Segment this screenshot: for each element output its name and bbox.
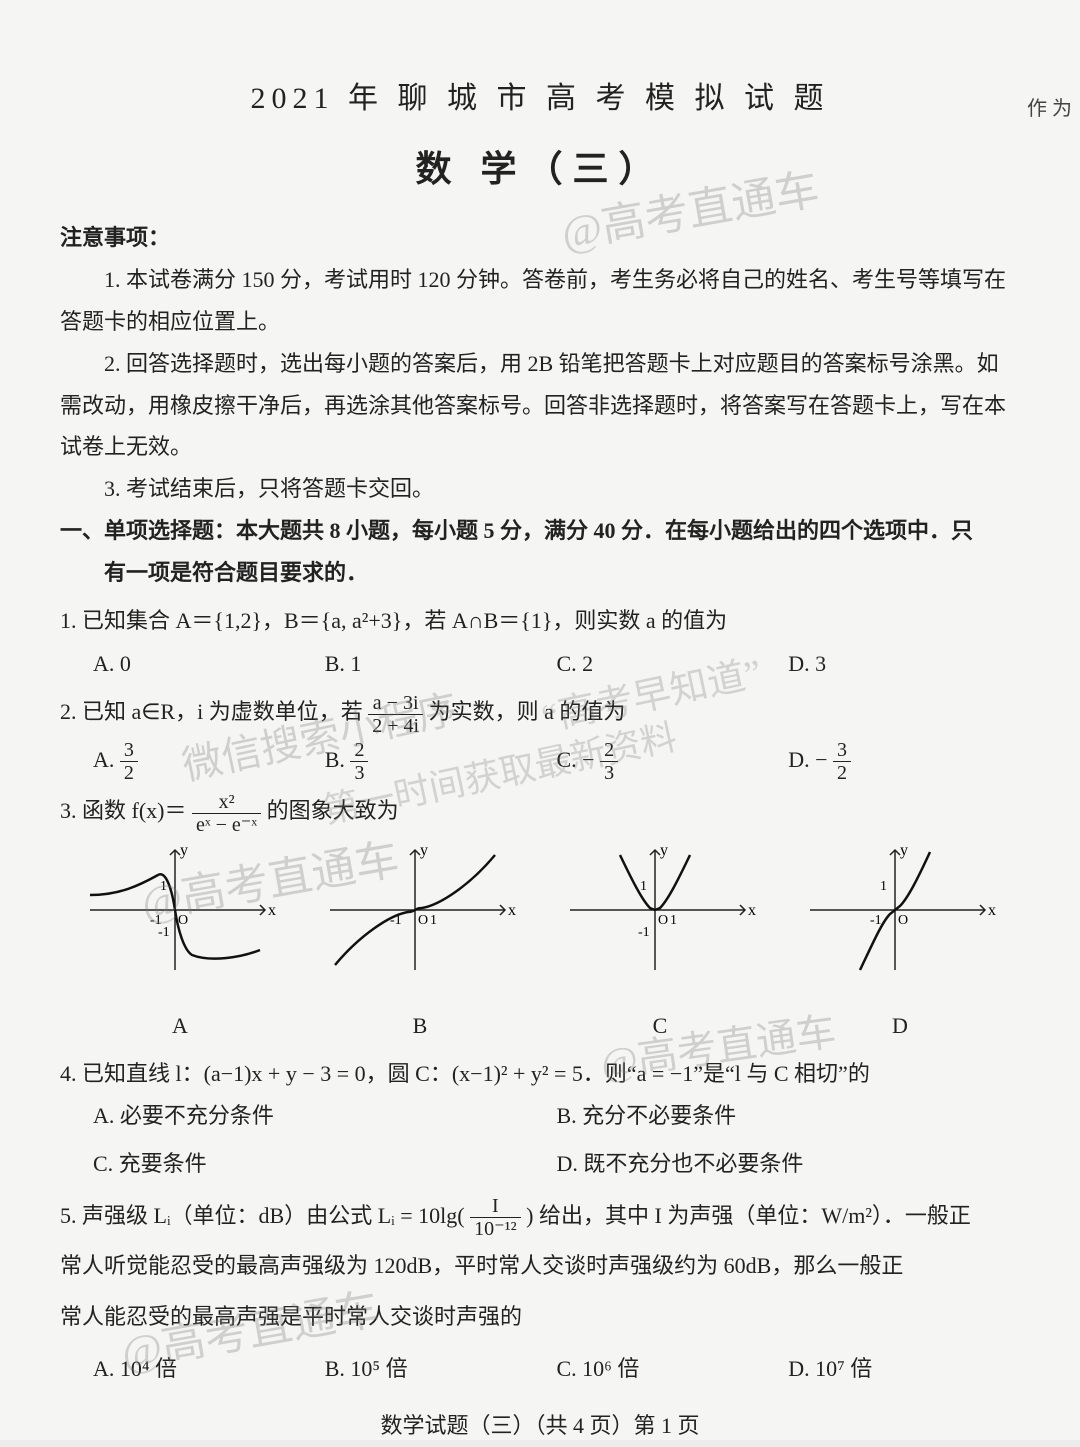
q3-graphs-row: x y O -1 1 -1 A x y O bbox=[60, 840, 1020, 1048]
q5-option-d: D. 10⁷ 倍 bbox=[788, 1344, 1020, 1395]
q2-stem-pre: 2. 已知 a∈R，i 为虚数单位，若 bbox=[60, 699, 363, 724]
exam-title-line1: 2021 年 聊 城 市 高 考 模 拟 试 题 bbox=[60, 70, 1020, 127]
q4-option-a: A. 必要不充分条件 bbox=[93, 1095, 557, 1137]
q5-stem-line1: 5. 声强级 Lᵢ（单位：dB）由公式 Lᵢ = 10lg( I 10⁻¹² )… bbox=[60, 1191, 1020, 1242]
q5-stem-b: ) 给出，其中 I 为声强（单位：W/m²）．一般正 bbox=[526, 1203, 971, 1228]
q1-option-c: C. 2 bbox=[557, 643, 789, 685]
fraction: a − 3i 2 + 4i bbox=[368, 692, 423, 737]
question-2: 2. 已知 a∈R，i 为虚数单位，若 a − 3i 2 + 4i 为实数，则 … bbox=[60, 691, 1020, 784]
q1-option-a: A. 0 bbox=[93, 643, 325, 685]
frac-num: a − 3i bbox=[368, 692, 423, 715]
opt-prefix: A. bbox=[93, 747, 120, 772]
q2-option-c: C. − 23 bbox=[557, 739, 789, 784]
frac-den: 3 bbox=[350, 762, 368, 784]
question-4: 4. 已知直线 l：(a−1)x + y − 3 = 0，圆 C：(x−1)² … bbox=[60, 1053, 1020, 1184]
frac-den: 2 bbox=[833, 762, 851, 784]
graph-label: D bbox=[800, 1005, 1000, 1047]
svg-text:1: 1 bbox=[640, 879, 647, 894]
graph-svg: x y O -1 1 bbox=[320, 840, 520, 990]
q5-option-b: B. 10⁵ 倍 bbox=[325, 1344, 557, 1395]
q4-stem: 4. 已知直线 l：(a−1)x + y − 3 = 0，圆 C：(x−1)² … bbox=[60, 1053, 1020, 1095]
q3-graph-b: x y O -1 1 B bbox=[320, 840, 520, 1048]
svg-text:O: O bbox=[898, 913, 908, 928]
opt-prefix: B. bbox=[325, 747, 351, 772]
frac-num: 2 bbox=[600, 739, 618, 762]
frac-num: I bbox=[470, 1195, 521, 1218]
q1-option-b: B. 1 bbox=[325, 643, 557, 685]
svg-text:y: y bbox=[420, 842, 428, 859]
question-3: 3. 函数 f(x)＝ x² eˣ − e⁻ˣ 的图象大致为 x y O -1 … bbox=[60, 790, 1020, 1047]
q3-graph-d: x y O -1 1 D bbox=[800, 840, 1000, 1048]
q5-stem-a: 5. 声强级 Lᵢ（单位：dB）由公式 Lᵢ = 10lg( bbox=[60, 1203, 465, 1228]
section-heading: 有一项是符合题目要求的． bbox=[60, 552, 1020, 594]
page-footer: 数学试题（三）（共 4 页）第 1 页 bbox=[60, 1405, 1020, 1447]
svg-text:O: O bbox=[178, 913, 188, 928]
opt-prefix: D. − bbox=[788, 747, 833, 772]
q5-option-a: A. 10⁴ 倍 bbox=[93, 1344, 325, 1395]
svg-text:x: x bbox=[508, 902, 516, 919]
q5-option-c: C. 10⁶ 倍 bbox=[557, 1344, 789, 1395]
q4-option-d: D. 既不充分也不必要条件 bbox=[557, 1143, 1021, 1185]
svg-text:y: y bbox=[180, 842, 188, 859]
fraction: I 10⁻¹² bbox=[470, 1195, 521, 1240]
notice-item: 1. 本试卷满分 150 分，考试用时 120 分钟。答卷前，考生务必将自己的姓… bbox=[60, 259, 1020, 343]
q1-stem: 1. 已知集合 A＝{1,2}，B＝{a, a²+3}，若 A∩B＝{1}，则实… bbox=[60, 600, 1020, 642]
svg-text:1: 1 bbox=[430, 913, 437, 928]
q4-option-c: C. 充要条件 bbox=[93, 1143, 557, 1185]
fraction: x² eˣ − e⁻ˣ bbox=[192, 791, 261, 836]
q3-stem: 3. 函数 f(x)＝ x² eˣ − e⁻ˣ 的图象大致为 bbox=[60, 790, 1020, 835]
q3-graph-a: x y O -1 1 -1 A bbox=[80, 840, 280, 1048]
q1-option-d: D. 3 bbox=[788, 643, 1020, 685]
graph-label: C bbox=[560, 1005, 760, 1047]
svg-text:O: O bbox=[418, 913, 428, 928]
graph-label: B bbox=[320, 1005, 520, 1047]
graph-label: A bbox=[80, 1005, 280, 1047]
svg-text:x: x bbox=[988, 902, 996, 919]
q5-stem-line3: 常人能忍受的最高声强是平时常人交谈时声强的 bbox=[60, 1292, 1020, 1343]
q3-stem-post: 的图象大致为 bbox=[267, 798, 399, 823]
notice-item: 2. 回答选择题时，选出每小题的答案后，用 2B 铅笔把答题卡上对应题目的答案标… bbox=[60, 343, 1020, 468]
svg-text:-1: -1 bbox=[158, 925, 170, 940]
exam-title-line2: 数 学（三） bbox=[60, 135, 1020, 203]
frac-den: 3 bbox=[600, 762, 618, 784]
frac-num: 3 bbox=[120, 739, 138, 762]
svg-text:-1: -1 bbox=[870, 913, 882, 928]
notice-item: 3. 考试结束后，只将答题卡交回。 bbox=[60, 468, 1020, 510]
opt-prefix: C. − bbox=[557, 747, 601, 772]
frac-num: x² bbox=[192, 791, 261, 814]
svg-text:-1: -1 bbox=[638, 925, 650, 940]
q3-graph-c: x y O 1 1 -1 C bbox=[560, 840, 760, 1048]
q2-stem: 2. 已知 a∈R，i 为虚数单位，若 a − 3i 2 + 4i 为实数，则 … bbox=[60, 691, 1020, 736]
q4-option-b: B. 充分不必要条件 bbox=[557, 1095, 1021, 1137]
question-1: 1. 已知集合 A＝{1,2}，B＝{a, a²+3}，若 A∩B＝{1}，则实… bbox=[60, 600, 1020, 686]
svg-text:O: O bbox=[658, 913, 668, 928]
q5-stem-line2: 常人听觉能忍受的最高声强级为 120dB，平时常人交谈时声强级约为 60dB，那… bbox=[60, 1241, 1020, 1292]
frac-num: 3 bbox=[833, 739, 851, 762]
q3-stem-pre: 3. 函数 f(x)＝ bbox=[60, 798, 186, 823]
svg-text:1: 1 bbox=[160, 879, 167, 894]
q2-option-b: B. 23 bbox=[325, 739, 557, 784]
graph-svg: x y O -1 1 bbox=[800, 840, 1000, 990]
svg-text:y: y bbox=[900, 842, 908, 859]
side-annotation: 作 为 bbox=[1027, 90, 1072, 128]
svg-text:1: 1 bbox=[670, 913, 677, 928]
exam-page: 作 为 @高考直通车 微信搜索小程序 “高考早知道” 第一时间获取最新资料 @高… bbox=[0, 0, 1080, 1440]
notice-heading: 注意事项： bbox=[60, 217, 1020, 259]
frac-num: 2 bbox=[350, 739, 368, 762]
q2-stem-post: 为实数，则 a 的值为 bbox=[429, 699, 626, 724]
frac-den: 10⁻¹² bbox=[470, 1218, 521, 1240]
section-heading: 一、单项选择题：本大题共 8 小题，每小题 5 分，满分 40 分．在每小题给出… bbox=[60, 510, 1020, 552]
q2-option-a: A. 32 bbox=[93, 739, 325, 784]
graph-svg: x y O -1 1 -1 bbox=[80, 840, 280, 990]
graph-svg: x y O 1 1 -1 bbox=[560, 840, 760, 990]
svg-text:1: 1 bbox=[880, 879, 887, 894]
svg-text:x: x bbox=[748, 902, 756, 919]
svg-text:y: y bbox=[660, 842, 668, 859]
frac-den: 2 bbox=[120, 762, 138, 784]
q2-option-d: D. − 32 bbox=[788, 739, 1020, 784]
frac-den: eˣ − e⁻ˣ bbox=[192, 814, 261, 836]
svg-text:x: x bbox=[268, 902, 276, 919]
frac-den: 2 + 4i bbox=[368, 715, 423, 737]
question-5: 5. 声强级 Lᵢ（单位：dB）由公式 Lᵢ = 10lg( I 10⁻¹² )… bbox=[60, 1191, 1020, 1395]
